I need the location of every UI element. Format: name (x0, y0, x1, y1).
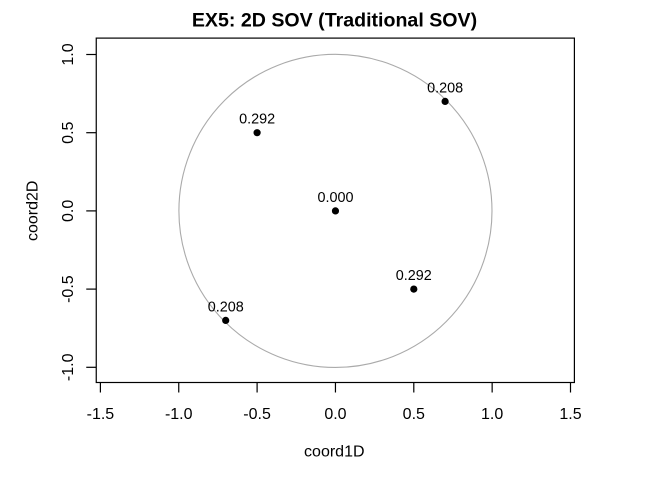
svg-text:1.0: 1.0 (481, 406, 503, 423)
svg-text:-1.0: -1.0 (60, 353, 77, 381)
svg-text:coord2D: coord2D (25, 181, 42, 241)
svg-text:0.292: 0.292 (239, 112, 275, 128)
svg-text:-1.5: -1.5 (87, 406, 115, 423)
svg-text:0.5: 0.5 (60, 121, 77, 143)
svg-text:0.5: 0.5 (403, 406, 425, 423)
svg-text:-0.5: -0.5 (60, 275, 77, 303)
svg-text:EX5: 2D SOV (Traditional SOV): EX5: 2D SOV (Traditional SOV) (192, 10, 477, 32)
svg-text:-1.0: -1.0 (165, 406, 193, 423)
svg-text:0.0: 0.0 (60, 200, 77, 222)
svg-text:0.292: 0.292 (396, 268, 432, 284)
svg-text:-0.5: -0.5 (243, 406, 271, 423)
svg-text:0.208: 0.208 (427, 80, 463, 96)
svg-text:coord1D: coord1D (304, 444, 364, 461)
svg-text:0.208: 0.208 (208, 299, 244, 315)
svg-text:0.0: 0.0 (324, 406, 346, 423)
svg-text:1.5: 1.5 (559, 406, 581, 423)
svg-text:1.0: 1.0 (60, 43, 77, 65)
svg-text:0.000: 0.000 (317, 190, 353, 206)
